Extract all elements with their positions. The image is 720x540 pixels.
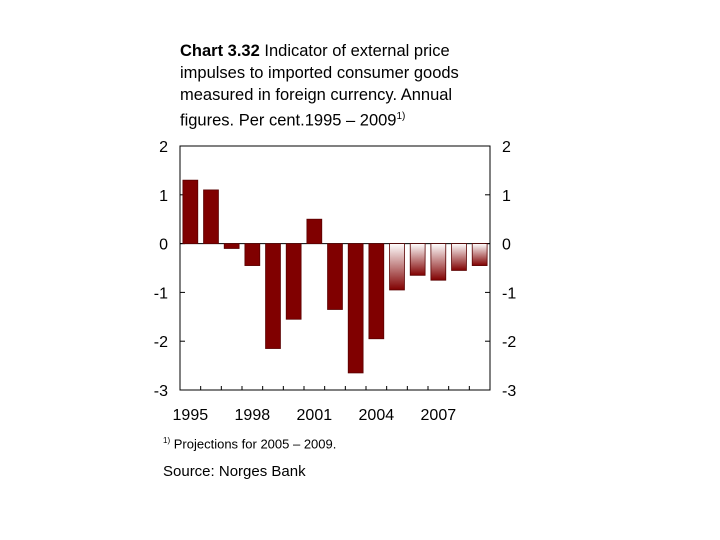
y-tick-label-left: -1 [154,285,168,302]
y-tick-label-left: 0 [159,237,168,254]
x-tick-label: 2001 [297,407,333,424]
plot-frame [179,145,491,391]
bar [182,179,199,245]
y-tick-label-left: 2 [159,139,168,156]
y-tick-label-right: -2 [502,334,516,351]
bar [368,243,385,340]
x-tick-label: 2004 [359,407,395,424]
bar [306,218,323,244]
bar [203,189,219,244]
y-tick-label-left: 1 [159,188,168,205]
y-tick-label-left: -2 [154,334,168,351]
bar [265,243,281,349]
projection-bar [430,243,447,281]
projection-bar [471,243,488,266]
footnote-text: Projections for 2005 – 2009. [173,436,337,452]
y-tick-label-right: -1 [502,285,516,302]
y-tick-label-right: 1 [502,188,511,205]
chart-title: Chart 3.32 Indicator of external price i… [180,40,510,132]
bar [347,243,364,374]
bar [244,243,261,266]
y-tick-label-right: 2 [502,139,511,156]
chart-number: Chart 3.32 [180,42,260,60]
y-tick-label-right: 0 [502,237,511,254]
footnote-mark: 1) [163,436,171,445]
bar [327,243,343,310]
projection-bar [389,243,405,291]
projection-bar [451,243,467,271]
y-tick-label-right: -3 [502,383,516,400]
x-tick-label: 1998 [235,407,271,424]
bar [285,243,302,320]
y-tick-label-left: -3 [154,383,168,400]
footnote: 1) Projections for 2005 – 2009. [163,436,336,451]
bar [223,243,240,249]
source-note: Source: Norges Bank [163,463,306,480]
x-tick-label: 2007 [421,407,457,424]
chart-marks: 2 2 1 1 0 0 -1 -1 -2 -2 -3 -3 1995 1998 2001 2004 2007 [154,139,517,424]
x-tick-label: 1995 [173,407,209,424]
chart-title-text: Indicator of external price impulses to … [180,42,459,130]
title-footnote-mark: 1) [396,111,406,122]
projection-bar [409,243,426,276]
